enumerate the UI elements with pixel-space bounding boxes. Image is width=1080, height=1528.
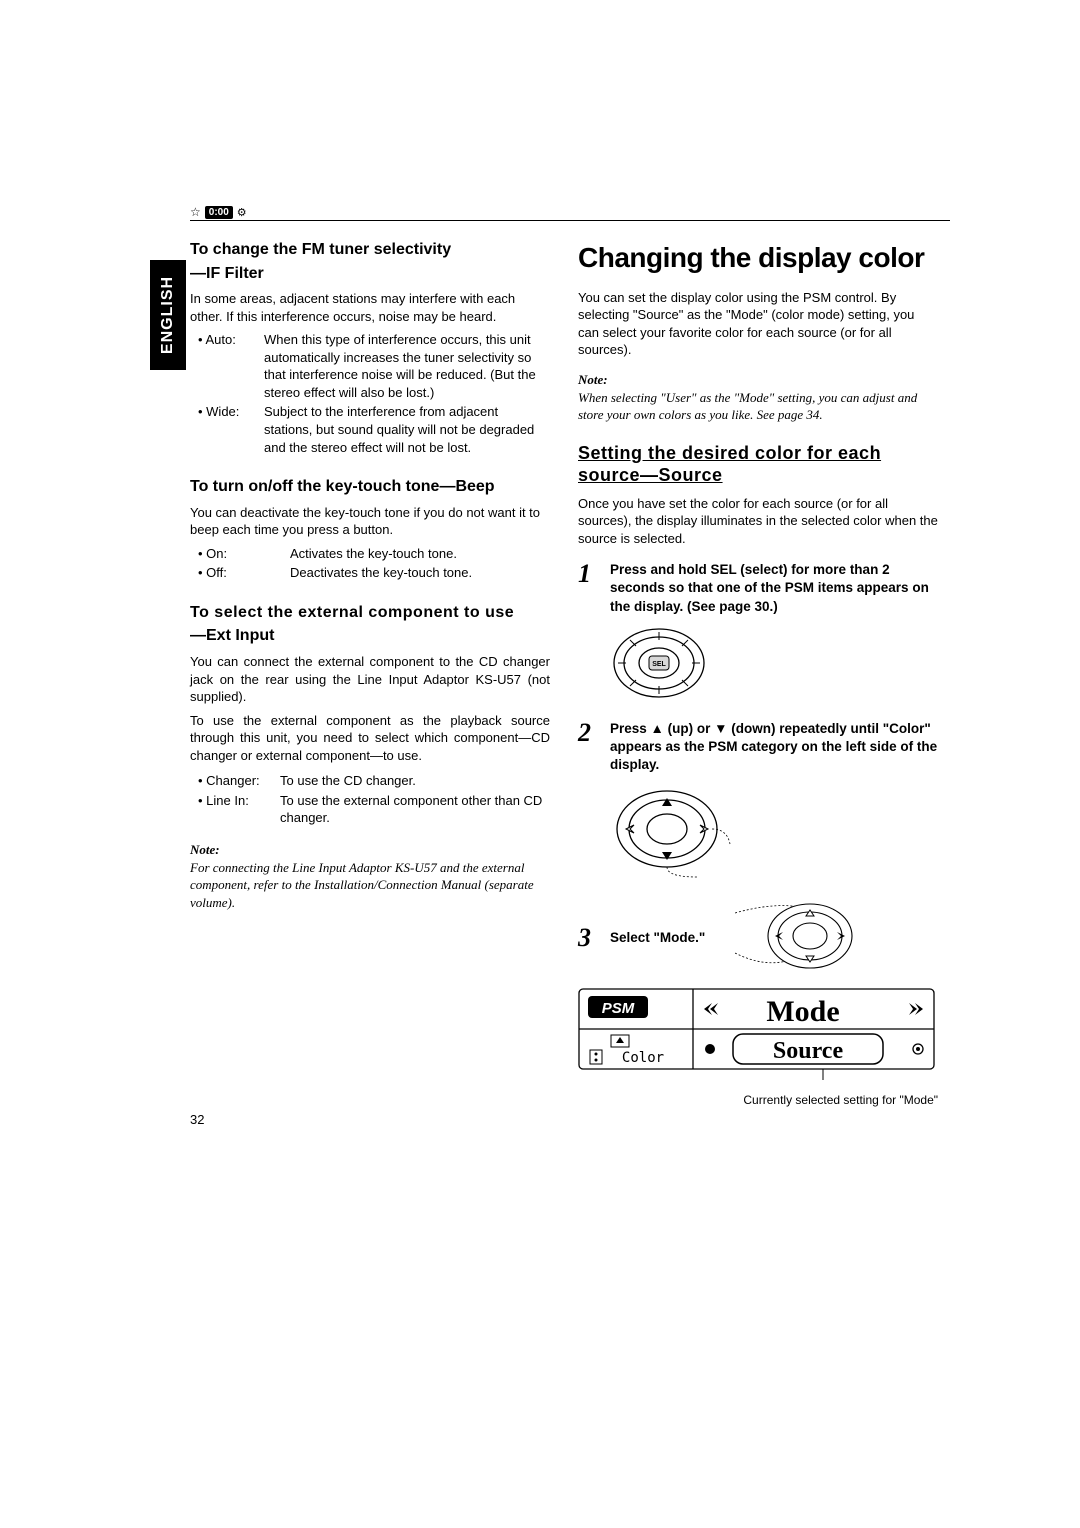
option-auto: • Auto: When this type of interference o… <box>190 331 550 401</box>
source-intro: Once you have set the color for each sou… <box>578 495 938 548</box>
lcd-source: Source <box>773 1038 844 1064</box>
ext-options: • Changer: To use the CD changer. • Line… <box>190 772 550 827</box>
header-icons: ☆ 0:00 ⚙ <box>190 205 247 219</box>
header-rule: ☆ 0:00 ⚙ <box>190 220 950 221</box>
step-text: Press ▲ (up) or ▼ (down) repeatedly unti… <box>610 720 938 775</box>
option-label: • Wide: <box>190 403 264 421</box>
ext-p1: You can connect the external component t… <box>190 653 550 706</box>
note-heading: Note: <box>578 371 938 389</box>
option-text: Activates the key-touch tone. <box>290 545 550 563</box>
option-label: • Off: <box>190 564 290 582</box>
lcd-caption: Currently selected setting for "Mode" <box>578 1092 938 1108</box>
language-label: ENGLISH <box>159 276 177 354</box>
lcd-display-illustration: PSM Color Mode Source <box>578 988 938 1108</box>
section-beep: To turn on/off the key-touch tone—Beep Y… <box>190 476 550 582</box>
beep-options: • On: Activates the key-touch tone. • Of… <box>190 545 550 582</box>
step-number: 2 <box>578 720 600 746</box>
option-text: To use the external component other than… <box>280 792 550 827</box>
option-text: Subject to the interference from adjacen… <box>264 403 550 456</box>
page-number: 32 <box>190 1111 550 1129</box>
option-text: When this type of interference occurs, t… <box>264 331 550 401</box>
option-linein: • Line In: To use the external component… <box>190 792 550 827</box>
option-on: • On: Activates the key-touch tone. <box>190 545 550 563</box>
small-dial-illustration <box>735 898 855 978</box>
if-filter-options: • Auto: When this type of interference o… <box>190 331 550 456</box>
beep-intro: You can deactivate the key-touch tone if… <box>190 504 550 539</box>
heading-ext-1: To select the external component to use <box>190 602 550 624</box>
heading-if-filter-2: —IF Filter <box>190 263 550 285</box>
step-text: Press and hold SEL (select) for more tha… <box>610 561 938 616</box>
step-number: 1 <box>578 561 600 587</box>
step-1: 1 Press and hold SEL (select) for more t… <box>578 561 938 616</box>
color-intro: You can set the display color using the … <box>578 289 938 359</box>
page-content: ☆ 0:00 ⚙ To change the FM tuner selectiv… <box>190 220 950 1129</box>
option-label: • On: <box>190 545 290 563</box>
step-2: 2 Press ▲ (up) or ▼ (down) repeatedly un… <box>578 720 938 775</box>
step-text: Select "Mode." <box>610 929 705 947</box>
section-ext-input: To select the external component to use … <box>190 602 550 911</box>
gear-icon: ⚙ <box>237 206 247 219</box>
heading-source-color: Setting the desired color for each sourc… <box>578 442 938 487</box>
note-body: For connecting the Line Input Adaptor KS… <box>190 859 550 912</box>
heading-beep: To turn on/off the key-touch tone—Beep <box>190 476 550 498</box>
sel-dial-illustration: SEL <box>612 626 938 706</box>
option-label: • Line In: <box>190 792 280 810</box>
lcd-psm-label: PSM <box>602 1000 635 1017</box>
star-icon: ☆ <box>190 205 201 219</box>
section-if-filter: To change the FM tuner selectivity —IF F… <box>190 239 550 456</box>
option-label: • Auto: <box>190 331 264 349</box>
option-changer: • Changer: To use the CD changer. <box>190 772 550 790</box>
ext-p2: To use the external component as the pla… <box>190 712 550 765</box>
heading-changing-color: Changing the display color <box>578 239 938 277</box>
option-text: To use the CD changer. <box>280 772 550 790</box>
left-column: To change the FM tuner selectivity —IF F… <box>190 239 550 1129</box>
nav-dial-illustration <box>612 784 938 884</box>
right-column: Changing the display color You can set t… <box>578 239 938 1129</box>
note-body: When selecting "User" as the "Mode" sett… <box>578 389 938 424</box>
option-off: • Off: Deactivates the key-touch tone. <box>190 564 550 582</box>
lcd-category: Color <box>622 1050 664 1066</box>
svg-text:SEL: SEL <box>652 661 666 668</box>
step-3: 3 Select "Mode." <box>578 898 938 978</box>
heading-if-filter-1: To change the FM tuner selectivity <box>190 239 550 261</box>
time-badge: 0:00 <box>205 206 233 219</box>
note-heading: Note: <box>190 841 550 859</box>
if-filter-intro: In some areas, adjacent stations may int… <box>190 290 550 325</box>
heading-ext-2: —Ext Input <box>190 625 550 647</box>
language-side-tab: ENGLISH <box>150 260 186 370</box>
step-number: 3 <box>578 925 600 951</box>
option-wide: • Wide: Subject to the interference from… <box>190 403 550 456</box>
lcd-mode: Mode <box>766 995 839 1028</box>
option-text: Deactivates the key-touch tone. <box>290 564 550 582</box>
option-label: • Changer: <box>190 772 280 790</box>
